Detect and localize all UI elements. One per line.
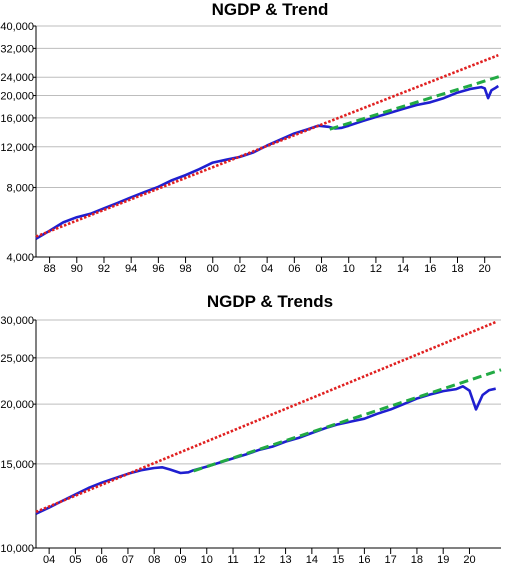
- y-tick-label: 4,000: [6, 252, 34, 264]
- x-tick-label: 11: [227, 554, 238, 566]
- x-tick-label: 08: [315, 263, 327, 275]
- y-tick-label: 8,000: [6, 182, 34, 194]
- y-tick-label: 12,000: [0, 142, 34, 154]
- y-tick-label: 24,000: [0, 72, 34, 84]
- x-tick-label: 07: [122, 554, 134, 566]
- y-tick-label: 20,000: [0, 399, 34, 411]
- x-tick-label: 04: [261, 263, 273, 275]
- series-line-post-2009-trend: [329, 74, 502, 131]
- y-tick-label: 25,000: [0, 353, 34, 365]
- y-tick-label: 30,000: [0, 315, 34, 327]
- y-tick-label: 20,000: [0, 91, 34, 103]
- y-tick-label: 32,000: [0, 43, 34, 55]
- chart-title: NGDP & Trends: [207, 292, 333, 311]
- x-tick-label: 16: [424, 263, 436, 275]
- y-tick-label: 15,000: [0, 459, 34, 471]
- chart-title: NGDP & Trend: [212, 0, 329, 19]
- x-tick-label: 96: [152, 263, 164, 275]
- series-line-trend: [35, 53, 499, 238]
- ngdp-trend-chart: NGDP & Trend 4,000 8,000 12,000 16,000 20,00…: [0, 0, 502, 275]
- series-line-trend: [35, 320, 497, 514]
- series-line-post-2009-trend: [193, 368, 502, 473]
- x-tick-label: 04: [43, 554, 55, 566]
- x-tick-label: 06: [96, 554, 108, 566]
- x-tick-label: 90: [71, 263, 83, 275]
- series-line-ngdp: [35, 84, 500, 240]
- y-tick-label: 10,000: [0, 543, 34, 555]
- x-tick-label: 13: [279, 554, 291, 566]
- x-tick-label: 09: [174, 554, 186, 566]
- x-tick-label: 16: [358, 554, 370, 566]
- y-tick-label: 16,000: [0, 113, 34, 125]
- x-tick-label: 15: [332, 554, 344, 566]
- x-tick-label: 14: [397, 263, 409, 275]
- x-tick-label: 02: [234, 263, 246, 275]
- x-tick-label: 12: [253, 554, 265, 566]
- x-tick-label: 20: [463, 554, 475, 566]
- x-tick-label: 10: [343, 263, 355, 275]
- x-tick-label: 19: [437, 554, 449, 566]
- y-tick-label: 40,000: [0, 21, 34, 33]
- x-tick-label: 17: [385, 554, 397, 566]
- x-tick-label: 92: [98, 263, 110, 275]
- x-tick-label: 88: [43, 263, 55, 275]
- series-line-ngdp: [35, 385, 496, 515]
- x-tick-label: 94: [125, 263, 137, 275]
- x-tick-label: 12: [370, 263, 382, 275]
- x-tick-label: 06: [288, 263, 300, 275]
- x-tick-label: 08: [148, 554, 160, 566]
- x-tick-label: 20: [479, 263, 491, 275]
- x-tick-label: 05: [69, 554, 81, 566]
- ngdp-trends-chart: NGDP & Trends 10,000 15,000 20,000 25,000 30…: [0, 292, 502, 566]
- x-tick-label: 98: [179, 263, 191, 275]
- axis-frame: [35, 320, 501, 549]
- axis-frame: [35, 26, 501, 258]
- x-tick-label: 14: [306, 554, 318, 566]
- x-tick-label: 00: [207, 263, 219, 275]
- x-tick-label: 18: [451, 263, 463, 275]
- x-tick-label: 18: [411, 554, 423, 566]
- x-tick-label: 10: [201, 554, 213, 566]
